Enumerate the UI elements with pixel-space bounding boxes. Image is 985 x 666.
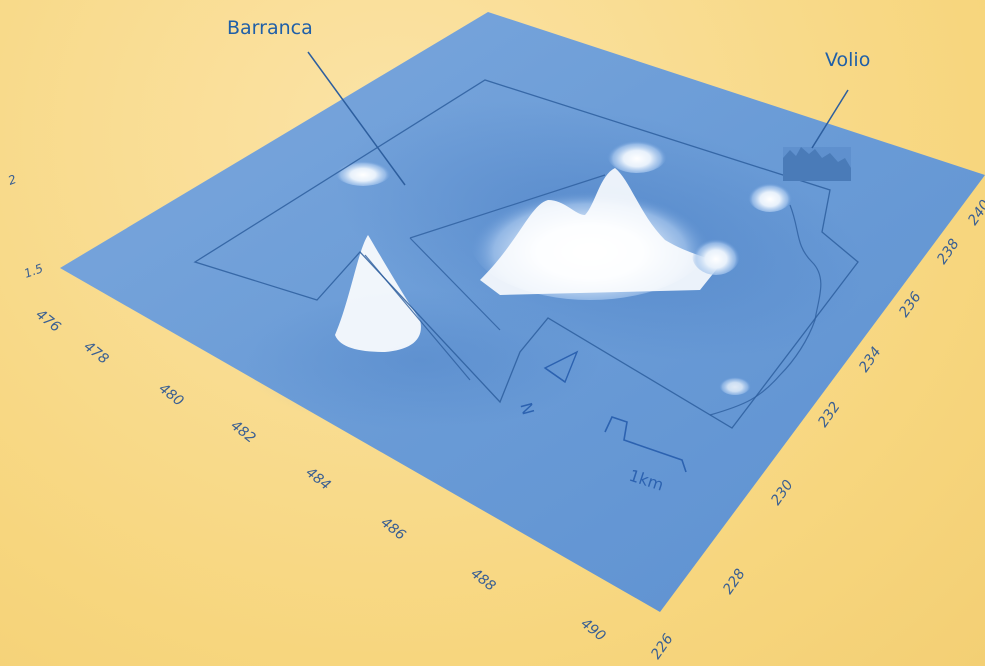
southern-shade: [240, 290, 600, 430]
x-tick: 482: [228, 418, 259, 447]
north-label: N: [516, 400, 537, 416]
inner-boundary: [364, 174, 822, 416]
z-tick: 2: [6, 172, 18, 188]
y-tick: 240: [965, 197, 985, 228]
north-arrow: N: [516, 350, 579, 417]
y-tick: 238: [934, 236, 962, 267]
peak-barranca: [335, 158, 391, 186]
y-tick: 234: [856, 344, 884, 375]
study-area-outline: [193, 79, 859, 429]
bump-south: [719, 375, 751, 395]
y-axis: 226 228 230 232 234 236 238 240: [648, 197, 985, 662]
peak-central-ridge: [480, 168, 720, 295]
x-tick: 476: [33, 307, 64, 336]
y-tick: 230: [768, 477, 796, 508]
z-tick: 1.5: [22, 261, 45, 281]
volio-leader: [811, 89, 849, 149]
x-tick: 484: [303, 465, 334, 494]
x-tick: 486: [378, 515, 409, 544]
barranca-leader: [307, 51, 406, 186]
x-tick: 480: [156, 381, 187, 410]
y-tick: 228: [720, 566, 748, 597]
z-axis: 1.5 2: [6, 172, 45, 281]
y-tick: 236: [896, 289, 924, 320]
y-tick: 226: [648, 631, 676, 662]
peak-east: [748, 180, 792, 212]
x-tick: 488: [468, 566, 499, 595]
barranca-label: Barranca: [227, 17, 313, 39]
y-tick: 232: [815, 399, 843, 430]
peak-north: [607, 137, 667, 173]
peak-west: [335, 235, 421, 352]
volio-marker: [783, 147, 851, 181]
x-tick: 478: [81, 339, 112, 368]
volio-label: Volio: [825, 49, 870, 71]
x-tick: 490: [578, 616, 609, 645]
peak-southeast: [692, 235, 740, 275]
